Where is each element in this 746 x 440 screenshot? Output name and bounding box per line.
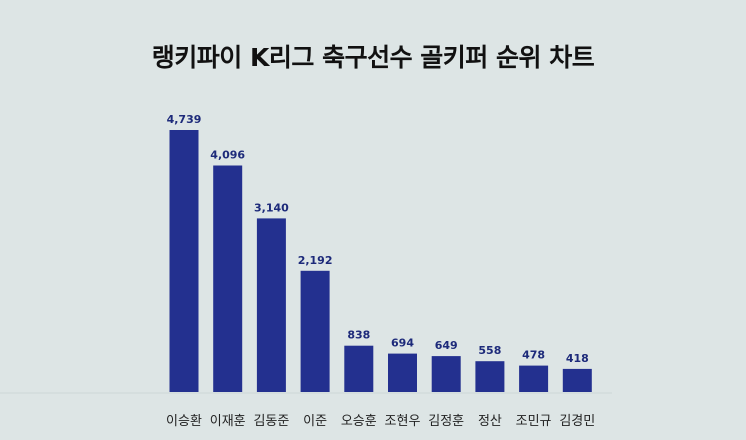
bar-9 [519, 365, 549, 392]
value-label-1: 4,739 [167, 113, 202, 126]
category-label-5: 오승훈 [341, 414, 377, 429]
category-label-4: 이준 [303, 414, 327, 429]
bar-10 [562, 368, 592, 392]
category-label-2: 이재훈 [210, 414, 246, 429]
bar-1 [169, 130, 199, 392]
value-label-5: 838 [347, 329, 370, 342]
value-label-4: 2,192 [298, 254, 333, 267]
category-label-1: 이승환 [166, 414, 202, 429]
value-label-6: 694 [391, 337, 414, 350]
chart-title: 랭키파이 K리그 축구선수 골키퍼 순위 차트 [151, 43, 595, 72]
value-label-2: 4,096 [210, 149, 245, 162]
value-label-3: 3,140 [254, 201, 289, 214]
value-label-10: 418 [566, 352, 589, 365]
category-label-9: 조민규 [516, 414, 552, 429]
category-label-6: 조현우 [385, 414, 421, 429]
bar-4 [300, 270, 330, 392]
bar-2 [213, 165, 243, 392]
bar-7 [431, 356, 461, 392]
bar-3 [256, 218, 286, 392]
category-label-8: 정산 [478, 414, 502, 429]
category-label-7: 김정훈 [428, 414, 464, 429]
bar-5 [344, 345, 374, 392]
value-label-9: 478 [522, 349, 545, 362]
bar-8 [475, 361, 505, 392]
value-label-7: 649 [435, 339, 458, 352]
category-label-10: 김경민 [559, 414, 595, 429]
value-label-8: 558 [478, 344, 501, 357]
category-label-3: 김동준 [253, 414, 289, 429]
bar-6 [388, 353, 417, 392]
